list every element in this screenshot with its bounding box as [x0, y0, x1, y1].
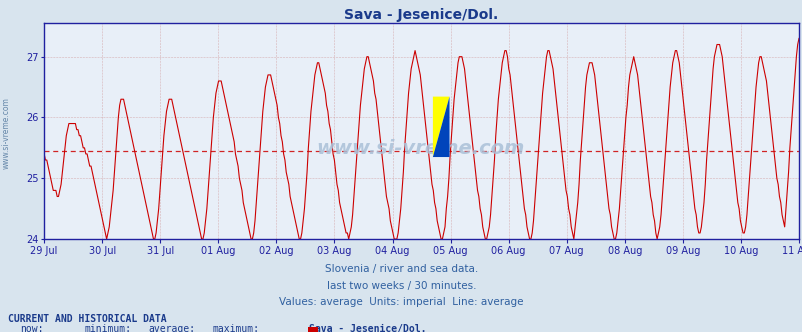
Polygon shape — [432, 97, 449, 157]
Title: Sava - Jesenice/Dol.: Sava - Jesenice/Dol. — [344, 8, 498, 22]
Text: Sava - Jesenice/Dol.: Sava - Jesenice/Dol. — [309, 324, 426, 332]
Text: Slovenia / river and sea data.: Slovenia / river and sea data. — [325, 264, 477, 274]
Text: last two weeks / 30 minutes.: last two weeks / 30 minutes. — [326, 281, 476, 290]
Text: average:: average: — [148, 324, 196, 332]
Polygon shape — [432, 97, 449, 157]
Text: www.si-vreme.com: www.si-vreme.com — [315, 139, 524, 158]
Text: Values: average  Units: imperial  Line: average: Values: average Units: imperial Line: av… — [279, 297, 523, 307]
Text: maximum:: maximum: — [213, 324, 260, 332]
Text: minimum:: minimum: — [84, 324, 132, 332]
Text: now:: now: — [20, 324, 43, 332]
Text: CURRENT AND HISTORICAL DATA: CURRENT AND HISTORICAL DATA — [8, 314, 167, 324]
Text: www.si-vreme.com: www.si-vreme.com — [2, 97, 11, 169]
